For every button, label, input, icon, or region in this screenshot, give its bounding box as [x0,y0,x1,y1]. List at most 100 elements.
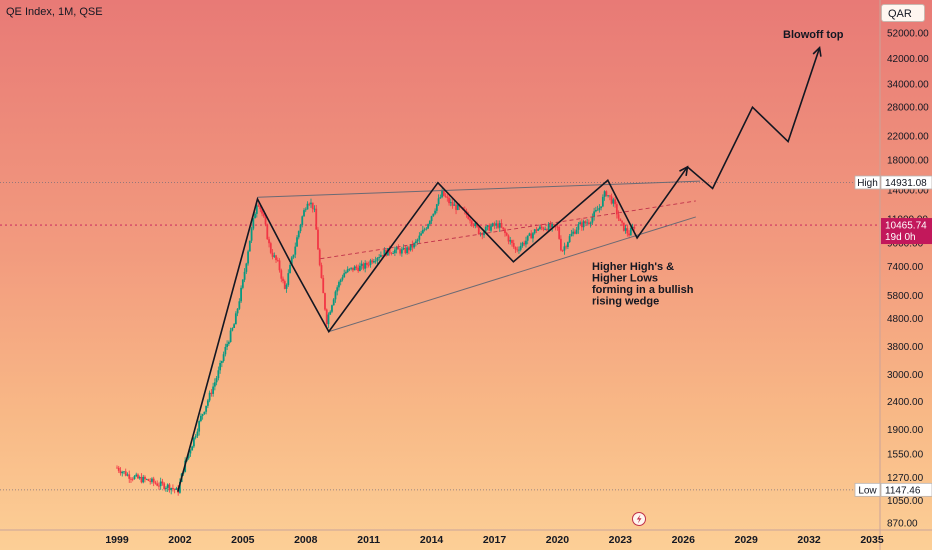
candle-body [259,205,262,210]
candle-body [540,226,543,228]
candle-body [497,223,499,228]
candle-body [587,222,590,224]
high-label-tag-box [854,175,881,190]
candle-body [147,479,150,481]
candle-body [269,243,272,253]
candle-body [507,235,510,242]
candle-body [607,195,609,197]
candle-body [229,330,232,343]
candle-body [280,270,283,279]
last-price-tag: 10465.74 [885,221,927,232]
candle-body [451,202,454,206]
candle-body [271,252,274,257]
y-tick-label: 2400.00 [887,397,924,408]
candle-body [390,253,393,254]
candle-body [154,482,157,484]
candle-body [498,223,501,228]
candle-body [449,202,452,204]
y-tick-label: 18000.00 [887,156,929,167]
candle-body [257,205,260,207]
candle-body [469,219,471,221]
low-label-tag-box [854,482,881,497]
candle-body [179,481,181,493]
candle-body [563,246,566,251]
candle-body [194,436,197,438]
candle-body [446,196,449,198]
candle-body [439,197,442,199]
candle-body [442,190,445,196]
candle-body [299,224,302,232]
candle-body [617,214,620,219]
candle-body [600,206,603,208]
candle-body [289,264,291,274]
candle-body [149,480,152,482]
candle-body [341,277,344,280]
candle-body [250,228,253,241]
candle-body [135,474,138,477]
candle-body [313,208,316,210]
x-tick-label: 2029 [734,534,758,546]
candles [116,188,636,496]
candle-body [234,313,237,325]
candle-body [514,247,517,250]
candle-body [359,265,361,272]
candle-body [226,343,229,347]
candle-body [533,229,536,234]
candle-body [575,229,578,234]
candle-body [353,266,356,271]
currency-button[interactable]: QAR [881,4,925,22]
candle-body [572,231,575,234]
candle-body [584,221,587,224]
candle-body [245,263,248,272]
candle-body [282,278,284,282]
candle-body [199,415,202,422]
candle-body [580,222,583,228]
candle-body [614,199,616,205]
candle-body [474,223,477,227]
chart-title: QE Index, 1M, QSE [6,6,103,18]
candle-body [124,471,127,476]
candle-body [397,247,400,250]
candle-body [252,218,255,229]
candle-body [544,229,547,230]
candle-body [495,223,498,226]
candle-body [532,233,534,239]
candle-body [217,370,220,379]
candle-body [472,224,475,227]
candle-body [264,216,267,225]
candle-body [437,198,440,205]
time-axis[interactable]: 1999 2002 2005 2008 2011 2014 2017 2020 2023 2026… [105,534,884,546]
x-tick-label: 2020 [546,534,570,546]
candle-body [453,204,456,206]
candle-body [407,247,410,251]
candle-body [266,224,269,240]
candle-body [493,223,496,226]
candle-body [220,360,223,363]
annotation-wedge-line: Higher High's & [592,261,674,273]
candle-body [570,233,573,237]
candle-body [519,245,522,250]
candle-body [374,260,377,262]
candle-body [248,240,251,252]
high-value-tag: 14931.08 [885,178,927,189]
candle-body [605,191,608,197]
last-price-tag-box [881,218,932,245]
candle-body [416,239,419,242]
trend-drawings [177,46,822,492]
candle-body [483,231,485,236]
candle-body [400,249,403,254]
candle-body [582,221,585,228]
price-axis[interactable]: 870.00 1050.00 1270.00 1550.00 1900.00 2400.0… [887,29,929,530]
candle-body [511,240,513,244]
candle-body [138,477,141,479]
candle-body [158,485,160,487]
candle-body [409,244,412,251]
candle-body [338,281,340,288]
candle-body [383,249,386,256]
candle-body [151,478,153,482]
y-tick-label: 14000.00 [887,186,929,197]
candle-body [350,267,353,269]
candle-body [276,259,279,261]
candle-body [421,229,424,234]
